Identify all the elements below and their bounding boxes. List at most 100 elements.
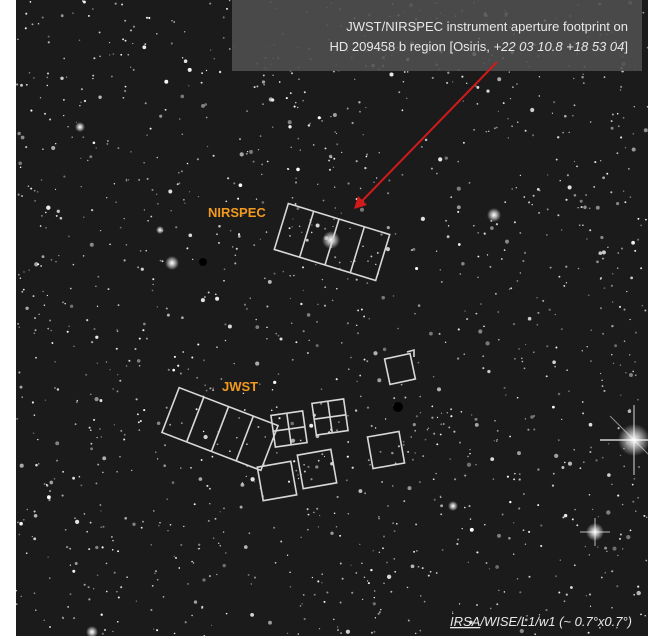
star: [586, 595, 587, 596]
star: [497, 430, 499, 432]
star: [407, 451, 409, 453]
star: [70, 565, 71, 566]
star: [528, 317, 532, 321]
star: [582, 350, 583, 351]
star: [276, 406, 278, 408]
star: [413, 423, 416, 426]
star: [80, 158, 81, 159]
star: [141, 268, 144, 271]
star: [513, 323, 515, 325]
star: [574, 449, 575, 450]
star: [395, 233, 397, 235]
star: [473, 129, 475, 131]
star: [303, 464, 305, 466]
star: [168, 190, 172, 194]
star: [320, 403, 322, 405]
star: [510, 98, 511, 99]
star: [101, 614, 103, 616]
star: [635, 332, 637, 334]
star: [249, 150, 253, 154]
star: [163, 596, 165, 598]
star: [362, 246, 363, 247]
star: [493, 478, 494, 479]
star: [226, 613, 228, 615]
star: [70, 305, 73, 308]
star: [440, 434, 442, 436]
star: [602, 258, 604, 260]
star: [100, 230, 101, 231]
star: [617, 252, 619, 254]
star: [21, 136, 25, 140]
star: [383, 536, 385, 538]
star: [220, 545, 221, 546]
star: [336, 526, 337, 527]
star: [461, 76, 463, 78]
star: [408, 620, 410, 622]
star: [125, 40, 127, 42]
star: [467, 463, 471, 467]
star: [514, 221, 516, 223]
star: [546, 375, 548, 377]
star: [204, 296, 206, 298]
star: [180, 95, 184, 99]
star: [301, 603, 302, 604]
star: [318, 116, 321, 119]
star: [530, 108, 534, 112]
star: [377, 252, 379, 254]
star: [597, 546, 598, 547]
star: [605, 572, 607, 574]
star: [419, 481, 421, 483]
star: [568, 390, 569, 391]
star: [574, 104, 576, 106]
star: [557, 136, 559, 138]
star: [508, 137, 509, 138]
star: [421, 217, 425, 221]
star: [459, 442, 461, 444]
star: [48, 499, 50, 501]
star: [336, 143, 338, 145]
star: [51, 259, 53, 261]
star: [574, 509, 576, 511]
star: [349, 228, 350, 229]
star: [507, 476, 509, 478]
star: [342, 578, 344, 580]
star: [118, 596, 120, 598]
star: [494, 420, 495, 421]
star: [321, 582, 322, 583]
star: [197, 158, 199, 160]
star: [412, 459, 414, 461]
star: [484, 524, 485, 525]
star: [519, 591, 521, 593]
star: [298, 633, 299, 634]
star: [130, 67, 131, 68]
star: [48, 41, 50, 43]
star: [156, 194, 158, 196]
star: [595, 459, 597, 461]
star: [556, 159, 558, 161]
star: [203, 435, 207, 439]
star: [63, 99, 65, 101]
star: [30, 1, 32, 3]
star: [356, 160, 358, 162]
star: [206, 390, 208, 392]
star: [264, 278, 266, 280]
star: [407, 587, 409, 589]
star: [457, 187, 461, 191]
star: [288, 120, 292, 124]
star: [292, 197, 294, 199]
star: [631, 241, 635, 245]
star: [617, 555, 618, 556]
star: [34, 190, 36, 192]
star: [407, 486, 411, 490]
star: [159, 115, 162, 118]
star: [328, 160, 330, 162]
credit-link[interactable]: IRSA: [450, 614, 480, 629]
star: [333, 166, 334, 167]
star: [635, 511, 636, 512]
star: [378, 613, 380, 615]
star: [67, 606, 69, 608]
star: [602, 250, 606, 254]
star: [83, 216, 84, 217]
star: [203, 635, 205, 637]
star: [468, 562, 469, 563]
